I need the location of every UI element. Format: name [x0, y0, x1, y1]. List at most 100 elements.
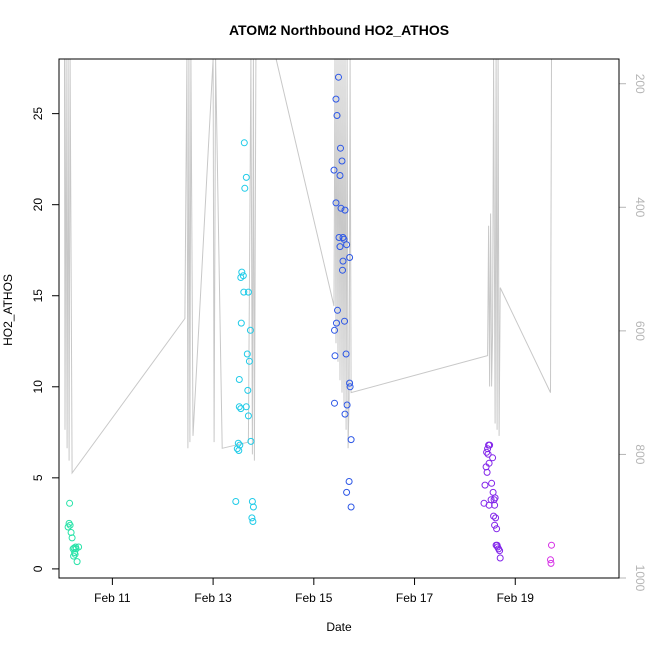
data-point: [244, 288, 252, 296]
y-axis-label: HO2_ATHOS: [1, 274, 15, 346]
data-point: [242, 173, 250, 181]
data-point: [248, 514, 256, 522]
data-point: [347, 436, 355, 444]
plot-frame: [58, 58, 620, 579]
data-point: [72, 543, 80, 551]
data-point: [332, 199, 340, 207]
data-point: [483, 448, 491, 456]
data-point: [244, 412, 252, 420]
data-point: [333, 319, 340, 327]
data-point: [492, 514, 500, 522]
data-point: [244, 386, 252, 394]
x-tick-label: Feb 19: [497, 591, 535, 605]
data-point: [68, 534, 76, 542]
data-point: [547, 559, 555, 567]
data-point: [337, 144, 344, 152]
data-point: [233, 445, 241, 453]
data-point: [493, 541, 501, 549]
data-point: [330, 166, 338, 174]
data-point: [245, 357, 253, 365]
data-point: [75, 543, 83, 551]
data-point: [346, 383, 354, 391]
data-point: [241, 184, 249, 192]
data-point: [336, 243, 344, 251]
data-point: [485, 459, 493, 467]
data-point: [337, 204, 345, 212]
y2-tick-label: 1000: [633, 565, 647, 592]
data-point: [346, 254, 354, 261]
series-3: [330, 73, 355, 511]
data-point: [242, 403, 250, 411]
data-point: [234, 439, 242, 447]
x-tick-label: Feb 13: [194, 591, 232, 605]
data-point: [331, 352, 339, 360]
data-point: [249, 503, 257, 511]
data-point: [235, 376, 243, 383]
series-1: [64, 499, 83, 566]
y2-tick-label: 400: [633, 197, 647, 217]
y-axis: 0 5 10 15 20 25: [31, 107, 60, 572]
x-tick-label: Feb 15: [295, 591, 333, 605]
data-point: [332, 95, 340, 103]
data-point: [249, 518, 257, 525]
y2-tick-label: 200: [633, 74, 647, 94]
data-point: [73, 558, 81, 566]
data-point: [481, 481, 489, 489]
x-axis-label: Date: [326, 620, 352, 634]
data-point: [496, 554, 504, 562]
data-point: [331, 326, 338, 334]
chart-title: ATOM2 Northbound HO2_ATHOS: [229, 22, 449, 38]
pressure-trace-line: [64, 59, 552, 475]
data-point: [336, 172, 344, 179]
data-point: [491, 521, 499, 529]
data-point: [491, 501, 499, 509]
data-point: [346, 379, 354, 387]
data-point: [343, 488, 351, 496]
series-2: [232, 139, 257, 525]
x-tick-label: Feb 11: [94, 591, 131, 605]
data-point: [339, 257, 347, 265]
data-point: [70, 544, 78, 552]
y-tick-label: 0: [31, 565, 45, 572]
data-point: [483, 468, 491, 476]
data-point: [480, 499, 488, 507]
data-points-layer: [64, 73, 555, 567]
y2-tick-label: 600: [633, 321, 647, 341]
data-point: [232, 498, 240, 505]
data-point: [341, 410, 349, 418]
data-point: [335, 73, 342, 81]
y2-tick-label: 800: [633, 444, 647, 464]
secondary-y-axis: 1000 800 600 400 200: [618, 74, 647, 592]
data-point: [484, 450, 492, 458]
y-tick-label: 25: [31, 107, 45, 121]
data-point: [240, 139, 248, 147]
data-point: [340, 235, 348, 243]
pressure-trace-layer: [64, 59, 552, 475]
data-point: [489, 454, 497, 462]
data-point: [247, 437, 255, 445]
x-tick-label: Feb 17: [396, 591, 434, 605]
data-point: [66, 521, 74, 529]
x-axis: Feb 11 Feb 13 Feb 15 Feb 17 Feb 19: [94, 577, 535, 605]
data-point: [70, 552, 78, 560]
data-point: [334, 306, 341, 314]
data-point: [243, 350, 251, 358]
data-point: [246, 326, 254, 334]
series-4: [480, 441, 504, 562]
data-point: [488, 479, 496, 487]
y-tick-label: 10: [31, 380, 45, 394]
data-point: [240, 288, 248, 296]
data-point: [239, 272, 247, 280]
y-tick-label: 20: [31, 198, 45, 212]
series-5: [547, 541, 555, 567]
data-point: [338, 157, 346, 165]
data-point: [333, 112, 341, 119]
data-point: [235, 447, 243, 454]
data-point: [343, 401, 351, 409]
data-point: [331, 399, 338, 407]
data-point: [490, 512, 498, 520]
data-point: [547, 556, 554, 564]
data-point: [64, 523, 72, 531]
